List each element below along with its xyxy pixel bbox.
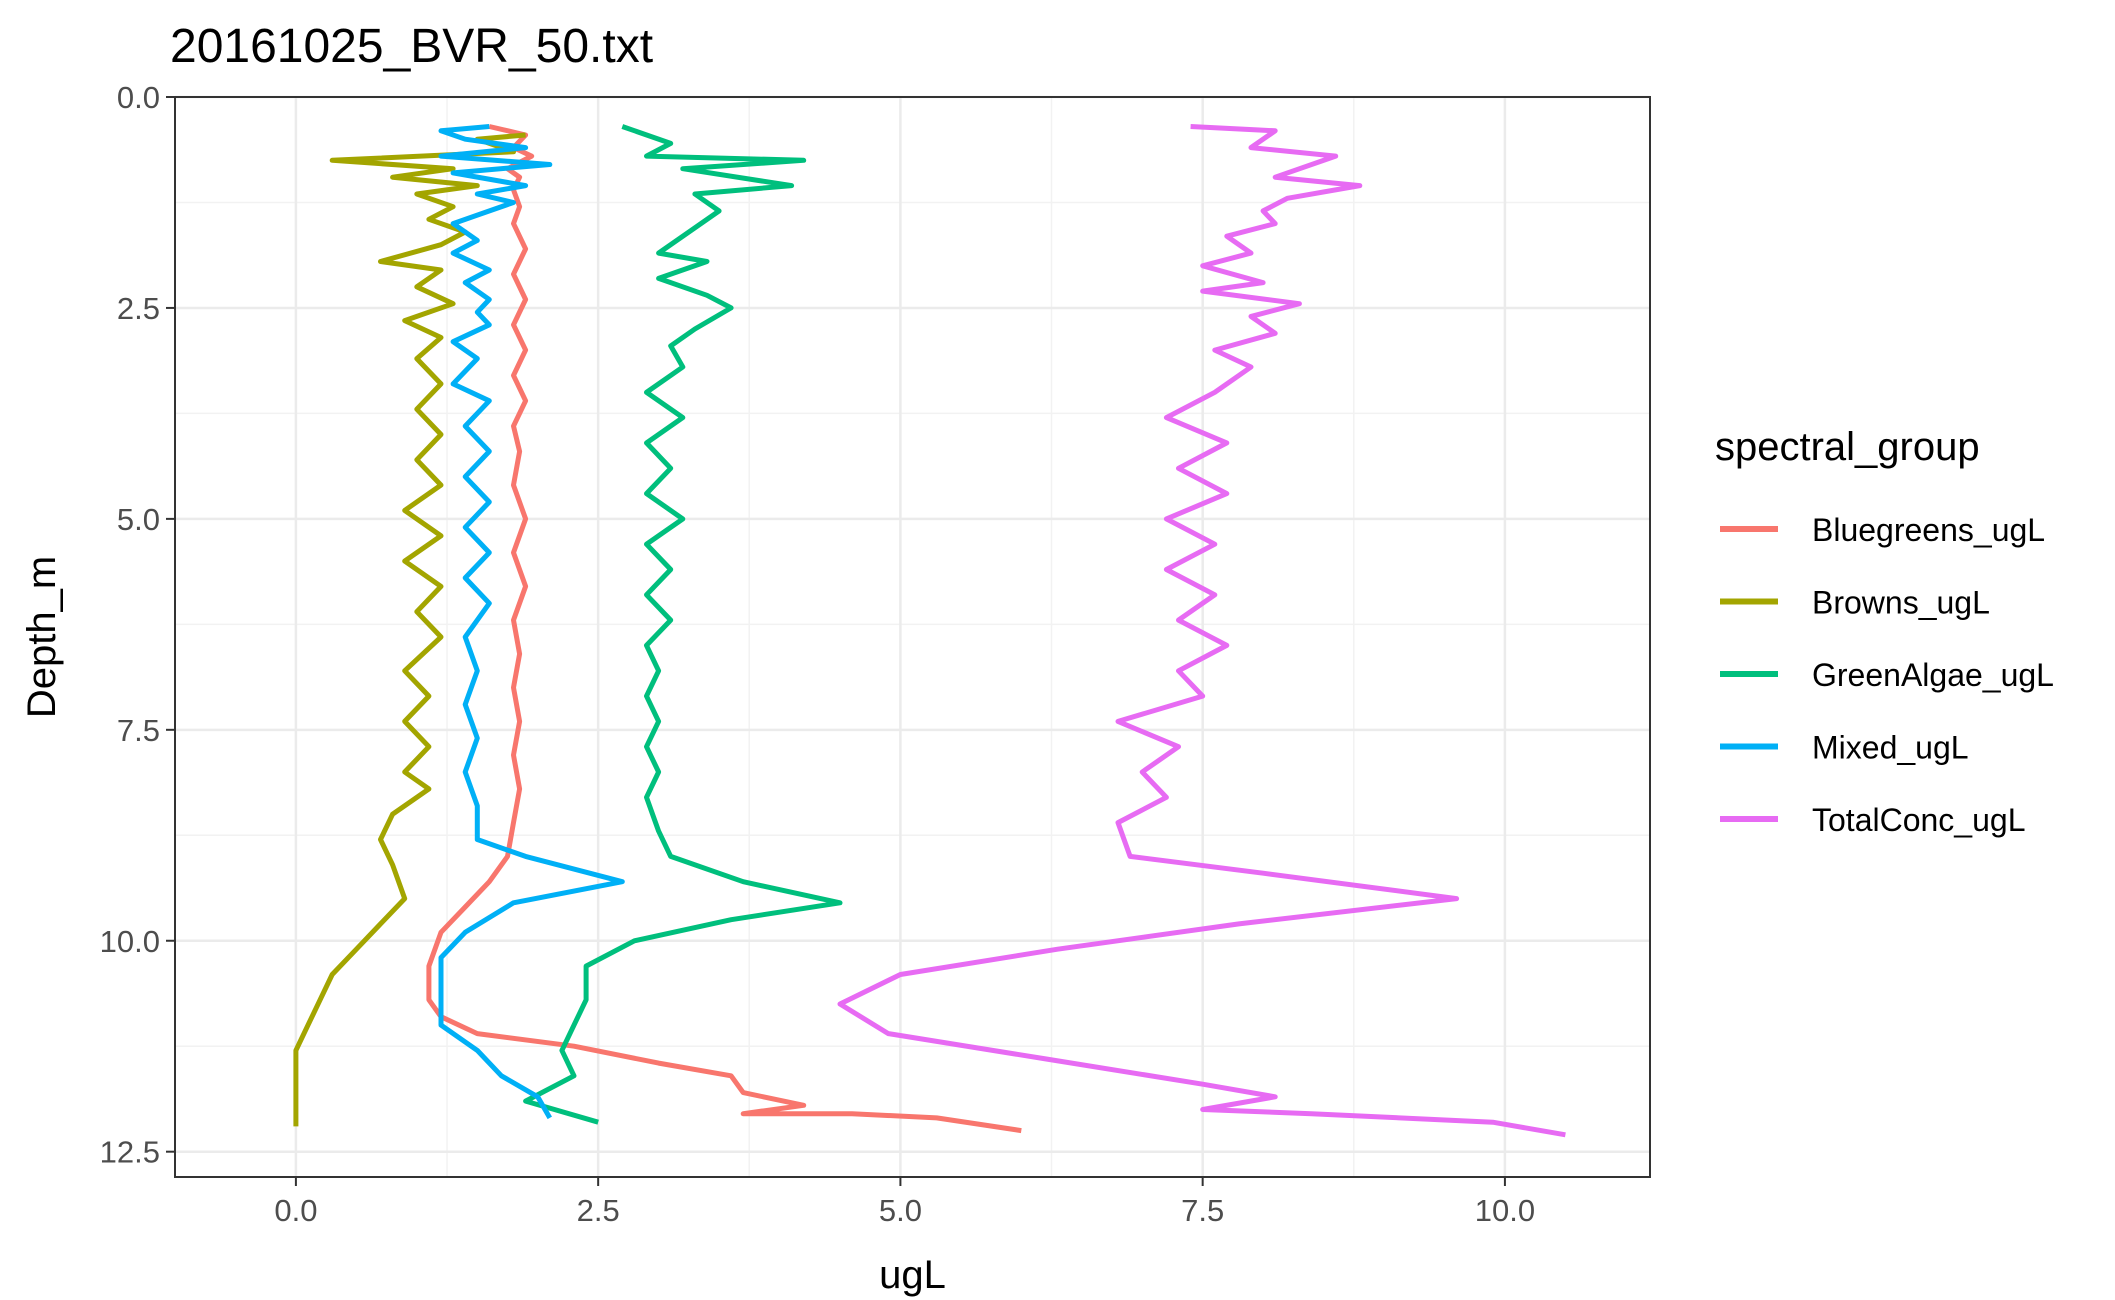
series-line-TotalConc_ugL [837, 124, 1566, 1138]
y-tick-label: 7.5 [117, 713, 160, 748]
y-tick-label: 12.5 [100, 1135, 160, 1170]
series-line-GreenAlgae_ugL [523, 124, 843, 1125]
y-tick-label: 2.5 [117, 291, 160, 326]
y-tick-label: 0.0 [117, 80, 160, 115]
chart-title: 20161025_BVR_50.txt [170, 20, 653, 73]
x-axis-title: ugL [879, 1253, 946, 1297]
series-line-Bluegreens_ugL [426, 124, 1022, 1134]
series-line-Browns_ugL [293, 132, 526, 1127]
x-tick-label: 2.5 [577, 1193, 620, 1228]
series-line-Mixed_ugL [438, 124, 625, 1120]
legend-label-TotalConc_ugL: TotalConc_ugL [1812, 802, 2025, 838]
legend-label-Bluegreens_ugL: Bluegreens_ugL [1812, 512, 2045, 548]
panel-border [174, 96, 1651, 1178]
legend: spectral_group Bluegreens_ugL Browns_ugL G… [1715, 425, 2054, 838]
panel-background [175, 97, 1650, 1177]
y-axis: 0.0 2.5 5.0 7.5 10.0 12.5 [100, 80, 175, 1170]
legend-title: spectral_group [1715, 425, 1980, 469]
x-tick-label: 0.0 [274, 1193, 317, 1228]
y-tick-label: 10.0 [100, 924, 160, 959]
x-axis: 0.0 2.5 5.0 7.5 10.0 [274, 1177, 1535, 1228]
series-layer [293, 124, 1566, 1138]
y-axis-title: Depth_m [20, 556, 64, 718]
legend-label-Mixed_ugL: Mixed_ugL [1812, 730, 1969, 766]
legend-label-GreenAlgae_ugL: GreenAlgae_ugL [1812, 657, 2054, 693]
plot-panel [174, 95, 1651, 1178]
legend-label-Browns_ugL: Browns_ugL [1812, 585, 1990, 621]
x-tick-label: 10.0 [1475, 1193, 1535, 1228]
x-tick-label: 5.0 [879, 1193, 922, 1228]
y-tick-label: 5.0 [117, 502, 160, 537]
x-tick-label: 7.5 [1181, 1193, 1224, 1228]
